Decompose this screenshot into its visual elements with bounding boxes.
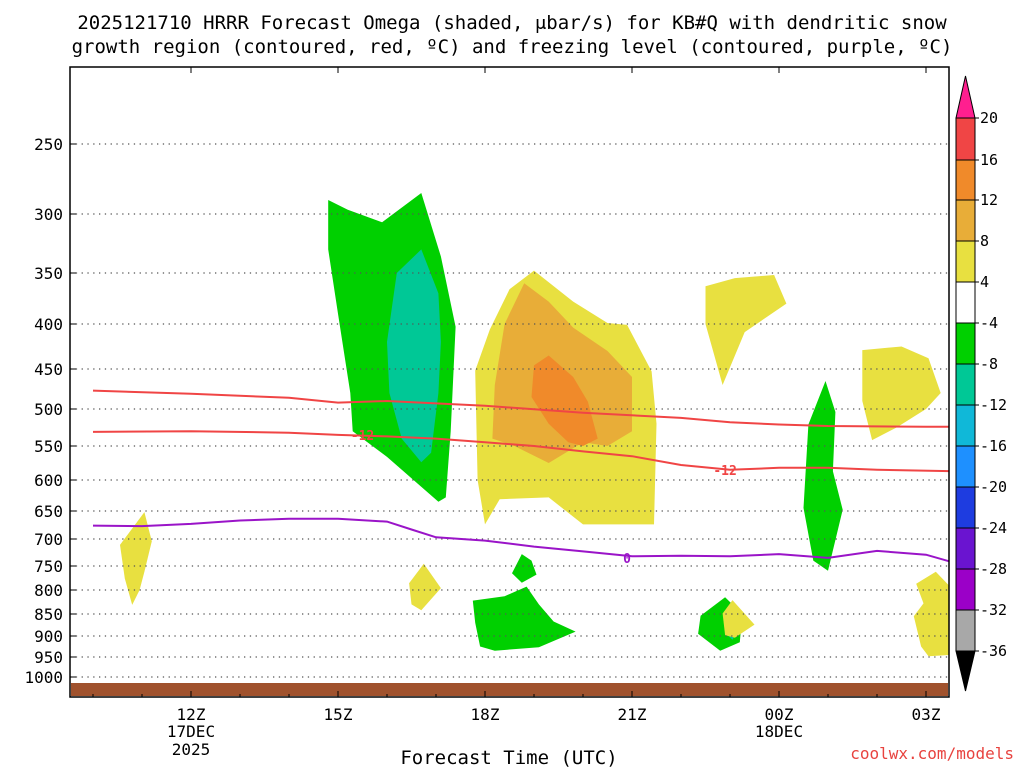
- colorbar-bin-5: [955, 281, 976, 324]
- colorbar-bin-6: [955, 322, 976, 365]
- colorbar-bin-4: [955, 240, 976, 283]
- y-axis-ticks: 250 300 350 400 450 500 550 600 650 700 750 800 850 9…: [24, 135, 76, 687]
- omega-region-9: [803, 381, 843, 571]
- xtick-label-15Z: 15Z: [324, 705, 353, 724]
- xtick-label-18Z: 18Z: [471, 705, 500, 724]
- colorbar-label--32: -32: [980, 601, 1007, 619]
- colorbar-label--24: -24: [980, 519, 1007, 537]
- colorbar-label--12: -12: [980, 396, 1007, 414]
- dgz-label-1: -12: [351, 429, 374, 444]
- colorbar-bin-12: [955, 568, 976, 611]
- omega-region-6: [512, 554, 537, 583]
- ytick-label-600: 600: [34, 471, 63, 490]
- chart-title-line-2: growth region (contoured, red, ºC) and f…: [72, 36, 953, 58]
- omega-region-13: [722, 600, 755, 638]
- ytick-label-800: 800: [34, 581, 63, 600]
- colorbar-label--36: -36: [980, 642, 1007, 660]
- xtick-year-2025: 2025: [172, 740, 211, 759]
- colorbar-bin-10: [955, 486, 976, 529]
- x-axis-label: Forecast Time (UTC): [400, 747, 617, 768]
- ytick-label-750: 750: [34, 557, 63, 576]
- xtick-label-12Z: 12Z: [177, 705, 206, 724]
- terrain-strip: [71, 683, 948, 696]
- colorbar-bottom-arrow: [955, 650, 976, 692]
- ytick-label-650: 650: [34, 502, 63, 521]
- colorbar-label--16: -16: [980, 437, 1007, 455]
- colorbar-label-16: 16: [980, 151, 998, 169]
- colorbar-label--20: -20: [980, 478, 1007, 496]
- colorbar-label-20: 20: [980, 109, 998, 127]
- ytick-label-850: 850: [34, 605, 63, 624]
- ytick-label-900: 900: [34, 627, 63, 646]
- dgz-top-contour: [92, 389, 949, 428]
- colorbar-bin-13: [955, 609, 976, 652]
- colorbar-label--4: -4: [980, 314, 998, 332]
- colorbar-top-arrow: [955, 75, 976, 119]
- omega-region-11: [409, 563, 441, 611]
- dgz-label-2: -12: [713, 464, 736, 479]
- freezing-level-contour: [92, 517, 949, 563]
- ytick-label-400: 400: [34, 315, 63, 334]
- ytick-label-250: 250: [34, 135, 63, 154]
- ytick-label-550: 550: [34, 437, 63, 456]
- colorbar-label--8: -8: [980, 355, 998, 373]
- colorbar-bin-2: [955, 159, 976, 201]
- colorbar-bin-11: [955, 527, 976, 570]
- colorbar-bin-1: [955, 117, 976, 161]
- omega-region-12: [705, 275, 787, 385]
- colorbar-bin-7: [955, 363, 976, 406]
- dgz-bottom-contour: [92, 430, 949, 473]
- ytick-label-500: 500: [34, 400, 63, 419]
- chart-title-line-1: 2025121710 HRRR Forecast Omega (shaded, …: [77, 12, 947, 34]
- colorbar-bin-9: [955, 445, 976, 488]
- colorbar-bin-3: [955, 199, 976, 242]
- colorbar-label-12: 12: [980, 191, 998, 209]
- colorbar: 20 16 12 8 4 -4 -8 -12 -16 -20 -24 -28 -32 -36: [955, 75, 1007, 692]
- colorbar-bin-8: [955, 404, 976, 447]
- contour-lines: -12 -12 0: [92, 389, 949, 567]
- xtick-label-00Z: 00Z: [765, 705, 794, 724]
- omega-region-10: [120, 512, 152, 605]
- omega-region-15: [913, 571, 949, 657]
- omega-region-5: [472, 586, 576, 651]
- ytick-label-450: 450: [34, 360, 63, 379]
- colorbar-label-8: 8: [980, 232, 989, 250]
- xtick-date-18DEC: 18DEC: [755, 722, 803, 741]
- omega-region-4: [531, 355, 598, 446]
- ytick-label-950: 950: [34, 648, 63, 667]
- xtick-label-03Z: 03Z: [912, 705, 941, 724]
- xtick-label-21Z: 21Z: [618, 705, 647, 724]
- freezing-label: 0: [623, 552, 631, 567]
- omega-shading: [120, 193, 949, 657]
- ytick-label-700: 700: [34, 530, 63, 549]
- ytick-label-350: 350: [34, 264, 63, 283]
- credit-text: coolwx.com/models: [850, 744, 1014, 763]
- terrain-ground: [71, 683, 948, 696]
- plot-frame: [69, 66, 950, 698]
- colorbar-label--28: -28: [980, 560, 1007, 578]
- ytick-label-300: 300: [34, 205, 63, 224]
- omega-region-1: [387, 249, 441, 463]
- xtick-date-17DEC: 17DEC: [167, 722, 215, 741]
- ytick-label-1000: 1000: [24, 668, 63, 687]
- omega-region-14: [862, 346, 941, 441]
- colorbar-label-4: 4: [980, 273, 989, 291]
